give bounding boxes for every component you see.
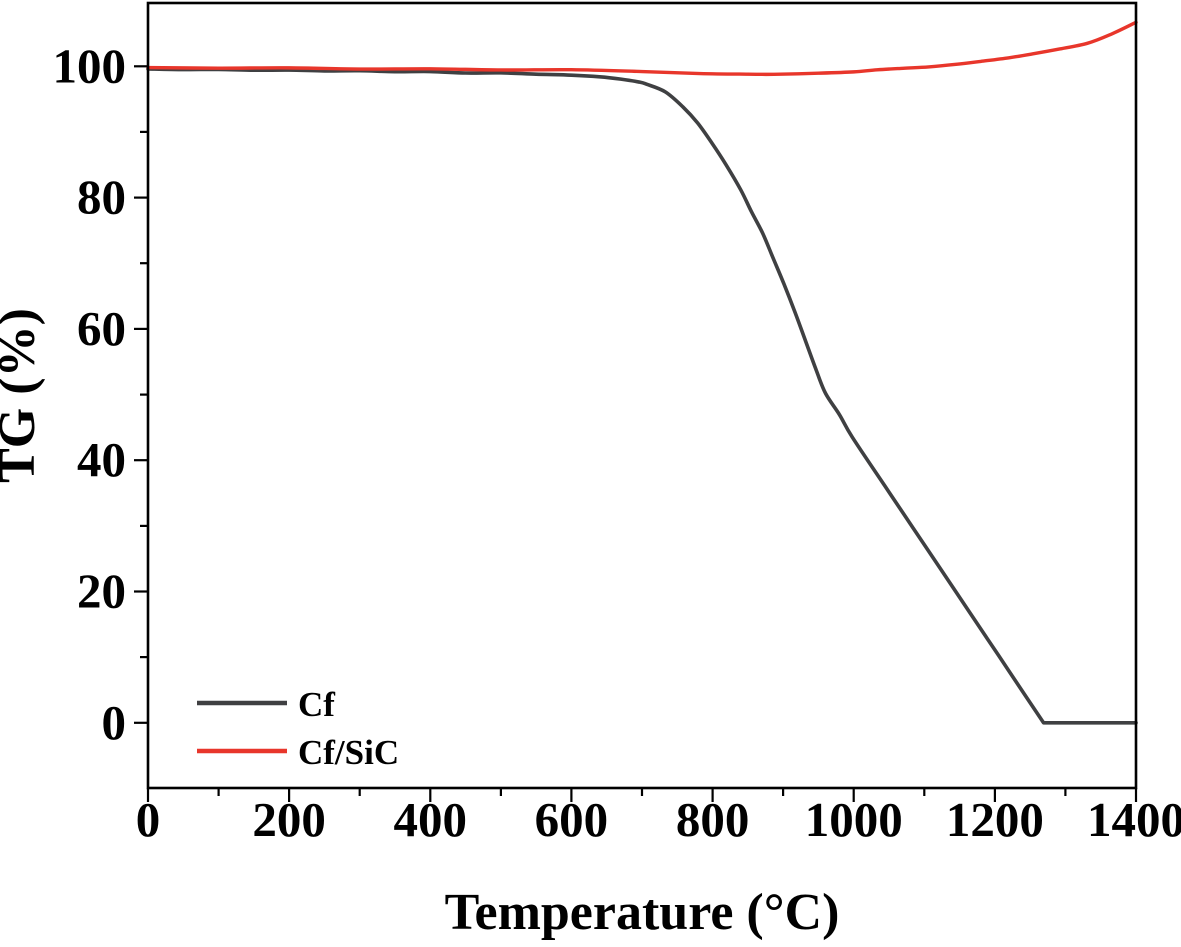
svg-text:600: 600 [535,792,609,847]
svg-text:Cf/SiC: Cf/SiC [298,733,399,772]
svg-text:Temperature (°C): Temperature (°C) [445,884,840,941]
svg-text:80: 80 [77,170,126,225]
svg-text:200: 200 [252,792,326,847]
svg-text:20: 20 [77,564,126,619]
svg-text:Cf: Cf [298,685,335,724]
svg-text:800: 800 [676,792,750,847]
svg-text:TG (%): TG (%) [0,308,46,483]
svg-text:1400: 1400 [1087,792,1181,847]
svg-text:40: 40 [77,432,126,487]
svg-text:0: 0 [102,695,127,750]
svg-text:1200: 1200 [946,792,1044,847]
svg-text:60: 60 [77,301,126,356]
svg-text:1000: 1000 [805,792,903,847]
svg-text:400: 400 [394,792,468,847]
svg-text:100: 100 [53,38,127,93]
svg-text:0: 0 [136,792,161,847]
